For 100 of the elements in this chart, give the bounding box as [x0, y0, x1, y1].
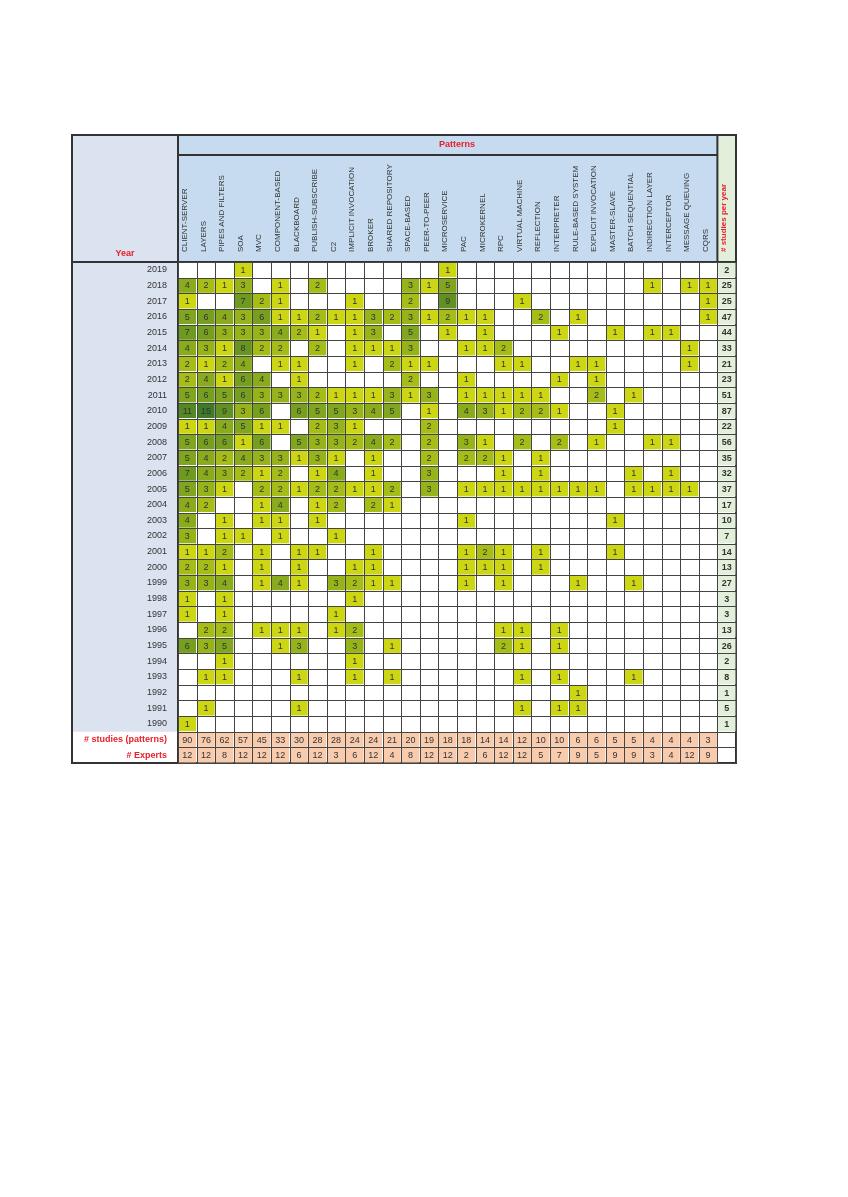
data-label: 1 [259, 546, 265, 557]
data-label: 6 [575, 734, 581, 745]
data-label: 1 [482, 311, 488, 322]
data-label: 2 [519, 405, 525, 416]
y-tick-label: 1993 [146, 671, 167, 682]
data-label: 9 [631, 750, 637, 761]
y-tick-label: 1994 [146, 655, 167, 666]
data-label: 1 [407, 358, 414, 369]
data-label: 7 [724, 530, 730, 541]
data-label: 27 [721, 577, 732, 588]
data-label: 3 [407, 343, 414, 354]
data-label: 1 [221, 671, 228, 682]
data-label: 1 [203, 358, 209, 369]
data-label: 1 [519, 296, 525, 307]
data-label: 20 [405, 734, 416, 745]
data-label: 21 [386, 734, 397, 745]
data-label: 1 [519, 624, 525, 635]
data-label: 4 [277, 327, 283, 338]
data-label: 1 [389, 343, 395, 354]
y-tick-label: 1992 [146, 687, 167, 698]
data-label: 3 [259, 327, 265, 338]
data-label: 1 [296, 374, 302, 385]
x-tick-label: INTERPRETER [551, 195, 561, 252]
y-axis-title: Year [115, 247, 135, 258]
data-label: 3 [389, 390, 395, 401]
data-label: 3 [649, 750, 655, 761]
y-tick-label: 2013 [146, 358, 167, 369]
data-label: 2 [519, 437, 525, 448]
data-label: 35 [721, 452, 732, 463]
data-label: 1 [631, 577, 637, 588]
x-axis-title: Patterns [438, 138, 476, 149]
data-label: 1 [314, 515, 321, 526]
data-label: 12 [368, 750, 379, 761]
data-label: 4 [668, 734, 674, 745]
data-label: 1 [463, 374, 469, 385]
data-label: 2 [724, 264, 730, 275]
y-tick-label: 2007 [146, 452, 167, 463]
data-label: 1 [649, 280, 655, 291]
data-label: 12 [442, 750, 453, 761]
data-label: 3 [203, 484, 209, 494]
data-label: 3 [426, 390, 432, 401]
data-label: 1 [240, 530, 246, 541]
data-label: 1 [203, 546, 209, 557]
data-label: 12 [517, 734, 528, 745]
data-label: 1 [593, 358, 600, 369]
data-label: 1 [519, 703, 525, 714]
data-label: 1 [184, 718, 190, 729]
data-label: 1 [221, 515, 228, 526]
data-label: 12 [684, 750, 695, 761]
data-label: 1 [370, 343, 376, 354]
data-label: 1 [500, 452, 507, 463]
data-label: 12 [238, 750, 249, 761]
data-label: 3 [277, 390, 283, 401]
data-label: 3 [240, 327, 246, 338]
data-label: 5 [184, 484, 190, 494]
data-label: 1 [612, 327, 618, 338]
data-label: 2 [500, 343, 507, 354]
data-label: 1 [463, 577, 469, 588]
data-label: 2 [277, 484, 283, 494]
x-tick-label: CQRS [700, 228, 710, 252]
data-label: 1 [482, 327, 488, 338]
data-label: 2 [259, 296, 265, 307]
data-label: 7 [240, 296, 246, 307]
data-label: 2 [314, 311, 321, 322]
data-label: 1 [556, 374, 562, 385]
data-label: 1 [631, 468, 637, 479]
data-label: 2 [500, 640, 507, 651]
data-label: 9 [612, 750, 618, 761]
data-label: 1 [370, 562, 376, 573]
data-label: 1 [259, 624, 265, 635]
data-label: 6 [259, 311, 265, 322]
data-label: 5 [389, 405, 395, 416]
data-label: 1 [538, 390, 544, 401]
data-label: 1 [221, 343, 228, 354]
data-label: 2 [184, 562, 190, 573]
data-label: 1 [296, 311, 302, 322]
data-label: 3 [724, 593, 730, 604]
data-label: 22 [721, 421, 732, 432]
data-label: 1 [463, 484, 469, 494]
data-label: 24 [368, 734, 379, 745]
data-label: 15 [200, 405, 211, 416]
data-label: 1 [463, 390, 469, 401]
data-label: 4 [389, 750, 395, 761]
data-label: 6 [482, 750, 488, 761]
data-label: 1 [631, 484, 637, 494]
data-label: 1 [259, 515, 265, 526]
data-label: 2 [203, 562, 209, 573]
data-label: 1 [705, 296, 711, 307]
data-label: 9 [705, 750, 711, 761]
data-label: 1 [389, 671, 395, 682]
data-label: 1 [296, 671, 302, 682]
data-label: 32 [721, 468, 732, 479]
data-label: 1 [370, 390, 376, 401]
data-label: 8 [407, 750, 414, 761]
data-label: 5 [184, 390, 190, 401]
data-label: 1 [184, 593, 190, 604]
data-label: 4 [184, 343, 190, 354]
x-tick-label: COMPONENT-BASED [272, 170, 282, 252]
data-label: 1 [184, 421, 190, 432]
data-label: 1 [463, 562, 469, 573]
